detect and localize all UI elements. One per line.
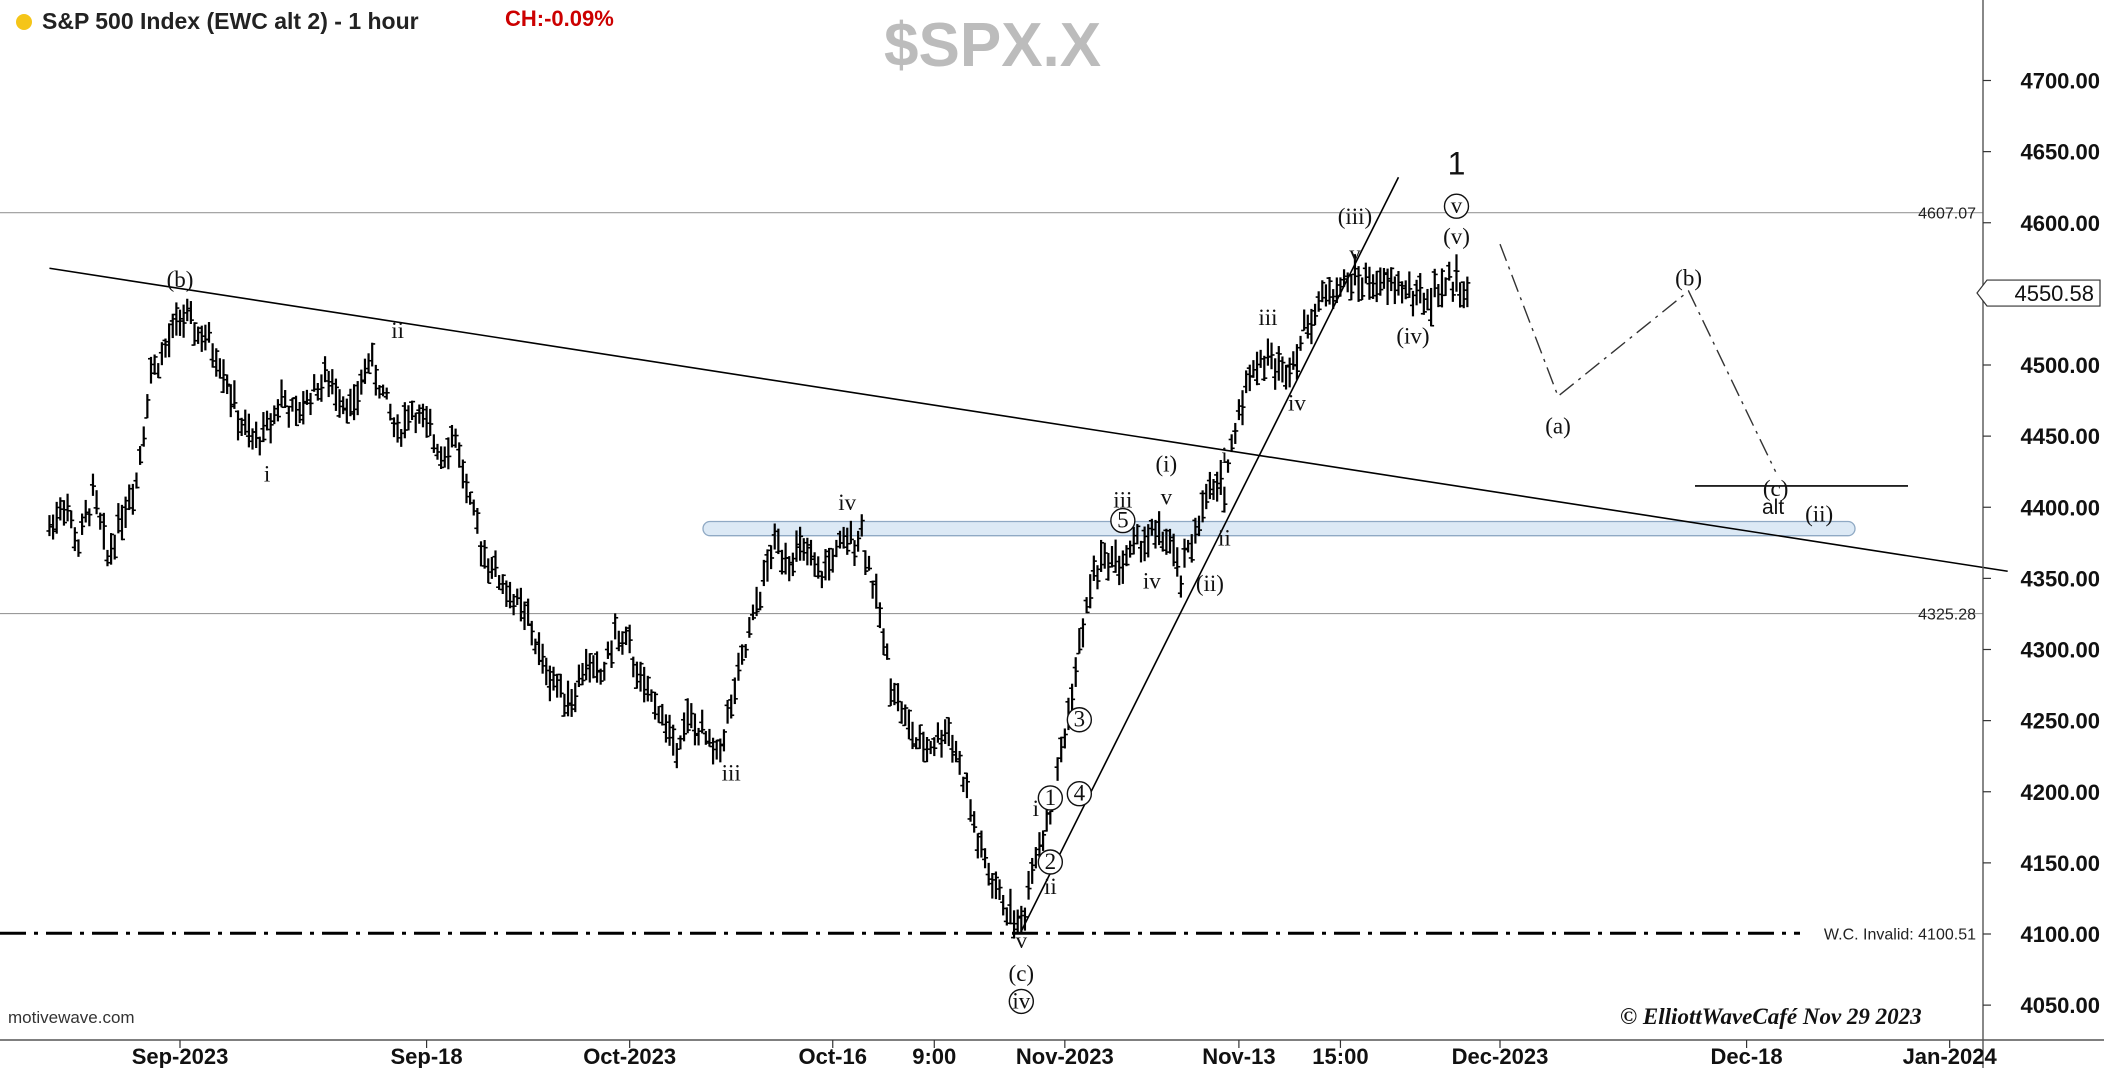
wave-label: (iii)	[1338, 204, 1373, 229]
wave-label: (iv)	[1396, 324, 1429, 349]
wave-circle	[1008, 988, 1035, 1015]
copyright-label: © ElliottWaveCafé Nov 29 2023	[1620, 1004, 1922, 1029]
wave-label: 4	[1074, 781, 1086, 806]
wave-circle	[1037, 785, 1064, 811]
y-tick-label: 4300.00	[2020, 638, 2100, 663]
symbol-watermark: $SPX.X	[884, 11, 1102, 80]
wave-circle	[1037, 849, 1064, 875]
last-price-label: 4550.58	[2014, 281, 2094, 306]
wave-label: (ii)	[1805, 501, 1833, 526]
wave-label: i	[264, 462, 270, 487]
y-tick-label: 4250.00	[2020, 709, 2100, 734]
wave-label: 1	[1448, 145, 1466, 181]
wave-label: 3	[1074, 707, 1086, 732]
wave-label: 5	[1117, 508, 1129, 533]
y-tick-label: 4650.00	[2020, 140, 2100, 165]
wave-label: iii	[1258, 305, 1277, 330]
wave-label: 2	[1045, 849, 1057, 874]
wave-label: iv	[1288, 391, 1306, 416]
wave-label: (c)	[1009, 961, 1035, 986]
wave-circle	[1066, 781, 1093, 807]
wave-label: v	[1451, 193, 1463, 218]
wave-label: i	[1033, 796, 1039, 821]
y-tick-label: 4050.00	[2020, 993, 2100, 1018]
y-tick-label: 4350.00	[2020, 566, 2100, 591]
status-dot-icon	[16, 14, 32, 30]
wave-label: (ii)	[1196, 571, 1224, 596]
x-tick-label: 15:00	[1312, 1044, 1368, 1068]
x-tick-label: Dec-2023	[1452, 1044, 1549, 1068]
wave-label: v	[1349, 241, 1361, 266]
y-tick-label: 4600.00	[2020, 211, 2100, 236]
wave-label: (b)	[167, 267, 194, 292]
y-tick-label: 4450.00	[2020, 424, 2100, 449]
wave-label: (c)	[1763, 476, 1789, 501]
level-label: W.C. Invalid: 4100.51	[1824, 926, 1976, 943]
wave-circle	[1066, 707, 1093, 733]
wave-label: iii	[722, 760, 741, 785]
wave-label: ii	[1218, 526, 1231, 551]
y-tick-label: 4700.00	[2020, 69, 2100, 94]
trendline	[1020, 176, 1400, 932]
x-tick-label: Sep-18	[391, 1044, 463, 1068]
wave-label: (i)	[1156, 452, 1178, 477]
wave-label: ii	[391, 318, 404, 343]
x-tick-label: Dec-18	[1711, 1044, 1783, 1068]
change-label: CH:-0.09%	[505, 6, 614, 31]
wave-label: iv	[1012, 988, 1030, 1013]
y-tick-label: 4500.00	[2020, 353, 2100, 378]
x-tick-label: Jan-2024	[1903, 1044, 1998, 1068]
trendline	[49, 267, 2008, 573]
x-tick-label: Oct-2023	[583, 1044, 676, 1068]
x-tick-label: Nov-13	[1202, 1044, 1275, 1068]
y-tick-label: 4400.00	[2020, 495, 2100, 520]
wave-label: v	[1016, 928, 1028, 953]
last-price-tag	[1976, 279, 2101, 307]
x-tick-label: Sep-2023	[132, 1044, 229, 1068]
wave-label: iv	[838, 490, 856, 515]
y-tick-label: 4150.00	[2020, 851, 2100, 876]
alt-label: alt	[1762, 496, 1784, 519]
x-tick-label: Nov-2023	[1016, 1044, 1114, 1068]
y-tick-label: 4200.00	[2020, 780, 2100, 805]
wave-label: iv	[1143, 568, 1161, 593]
wave-circle	[1110, 507, 1136, 534]
wave-label: (v)	[1443, 224, 1470, 249]
wave-label: (a)	[1545, 413, 1571, 438]
wave-label: (b)	[1675, 265, 1702, 290]
chart-title: S&P 500 Index (EWC alt 2) - 1 hour	[42, 8, 419, 34]
wave-label: v	[1161, 484, 1173, 509]
x-tick-label: Oct-16	[799, 1044, 867, 1068]
wave-label: i	[1221, 443, 1227, 468]
projection-path	[1499, 243, 1777, 472]
source-label: motivewave.com	[8, 1008, 135, 1027]
y-tick-label: 4100.00	[2020, 922, 2100, 947]
wave-label: 1	[1045, 785, 1057, 810]
wave-label: iii	[1113, 487, 1132, 512]
wave-circle	[1443, 193, 1470, 219]
level-label: 4607.07	[1918, 206, 1976, 223]
support-zone	[702, 520, 1856, 537]
level-label: 4325.28	[1918, 607, 1976, 624]
wave-label: ii	[1044, 874, 1057, 899]
x-tick-label: 9:00	[912, 1044, 956, 1068]
